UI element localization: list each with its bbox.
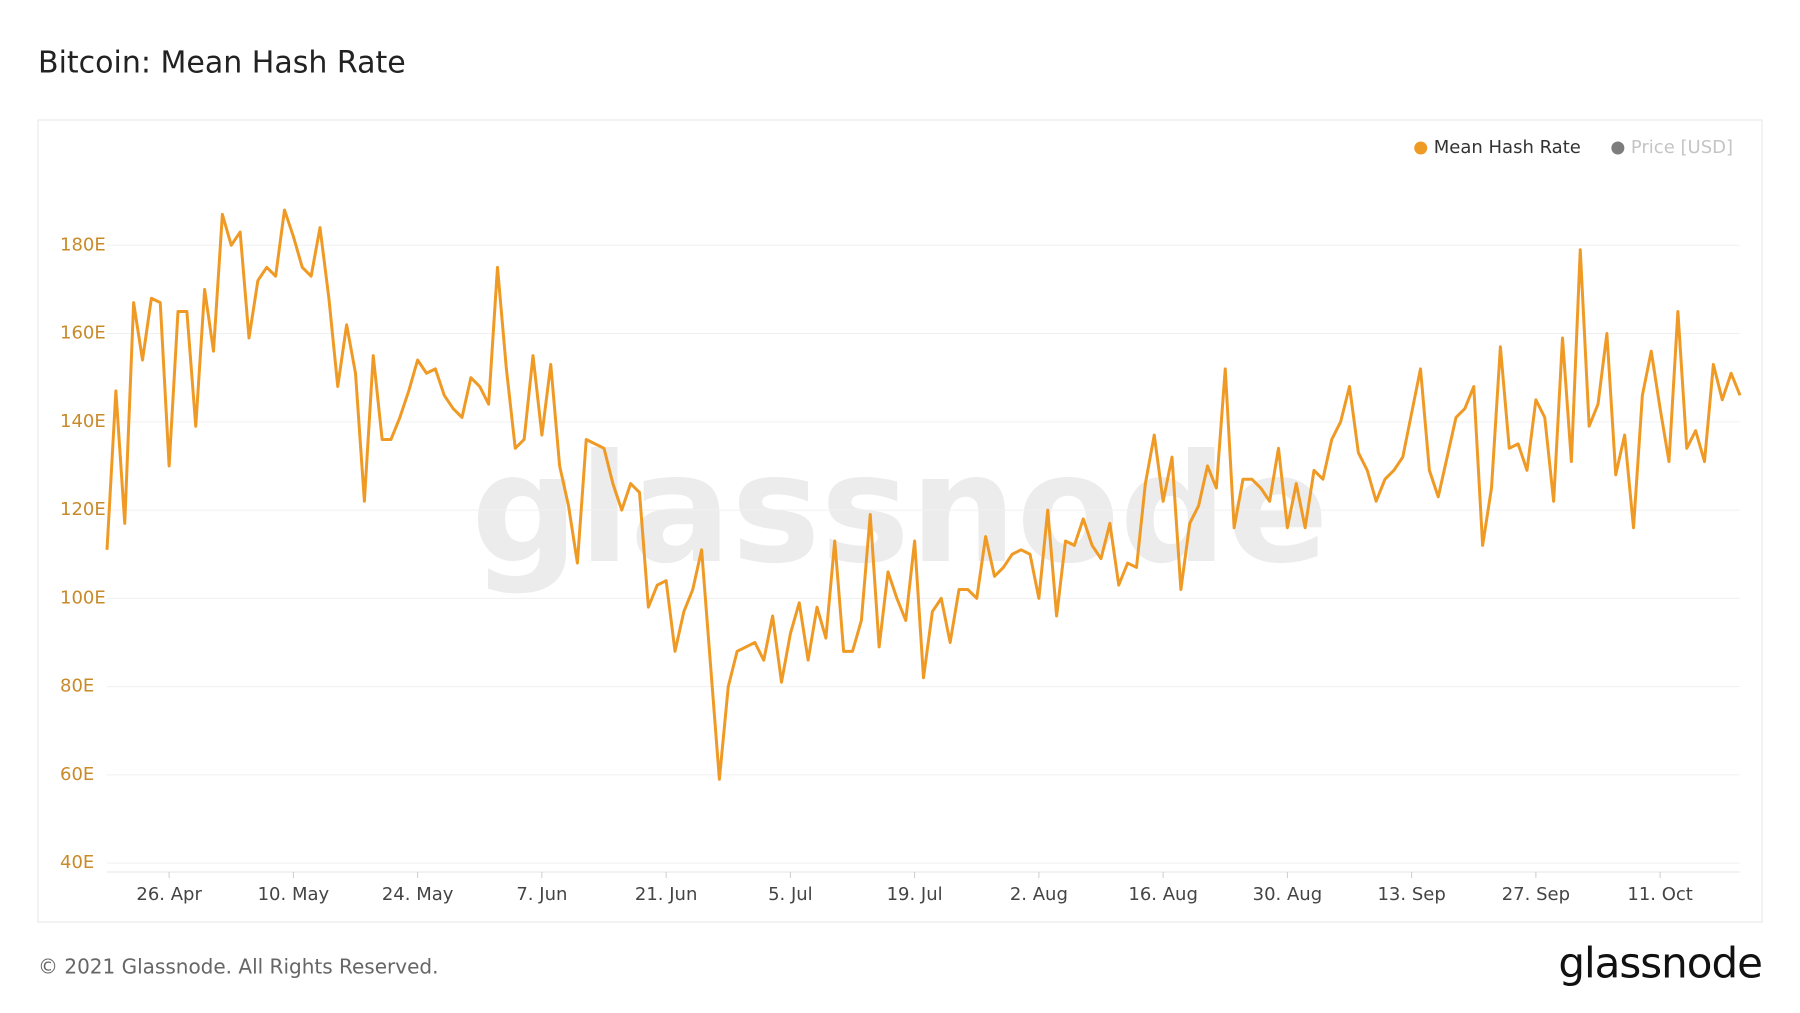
legend-label: Price [USD] bbox=[1631, 137, 1733, 158]
legend-marker bbox=[1414, 141, 1428, 155]
x-tick-label: 30. Aug bbox=[1253, 884, 1323, 905]
x-tick-label: 11. Oct bbox=[1627, 884, 1692, 905]
x-tick-label: 24. May bbox=[382, 884, 454, 905]
x-tick-label: 13. Sep bbox=[1377, 884, 1445, 905]
chart-title: Bitcoin: Mean Hash Rate bbox=[38, 46, 406, 81]
x-tick-label: 2. Aug bbox=[1010, 884, 1068, 905]
chart-frame bbox=[37, 119, 1763, 923]
y-tick-label: 160E bbox=[60, 323, 106, 344]
x-tick-label: 27. Sep bbox=[1502, 884, 1570, 905]
y-tick-label: 80E bbox=[60, 676, 94, 697]
x-tick-label: 26. Apr bbox=[136, 884, 202, 905]
y-tick-label: 140E bbox=[60, 411, 106, 432]
y-tick-label: 40E bbox=[60, 852, 94, 873]
x-tick-label: 10. May bbox=[258, 884, 330, 905]
x-tick-label: 7. Jun bbox=[516, 884, 567, 905]
y-tick-label: 120E bbox=[60, 499, 106, 520]
footer: © 2021 Glassnode. All Rights Reserved. bbox=[38, 955, 438, 979]
x-tick-label: 21. Jun bbox=[635, 884, 697, 905]
y-tick-label: 60E bbox=[60, 764, 94, 785]
legend-label: Mean Hash Rate bbox=[1434, 137, 1581, 158]
legend-marker bbox=[1611, 141, 1625, 155]
x-tick-label: 19. Jul bbox=[887, 884, 943, 905]
logo: glassnode bbox=[1558, 939, 1762, 988]
y-tick-label: 180E bbox=[60, 234, 106, 255]
y-tick-label: 100E bbox=[60, 587, 106, 608]
data-line bbox=[105, 208, 1742, 781]
x-tick-label: 5. Jul bbox=[768, 884, 813, 905]
x-tick-label: 16. Aug bbox=[1128, 884, 1198, 905]
